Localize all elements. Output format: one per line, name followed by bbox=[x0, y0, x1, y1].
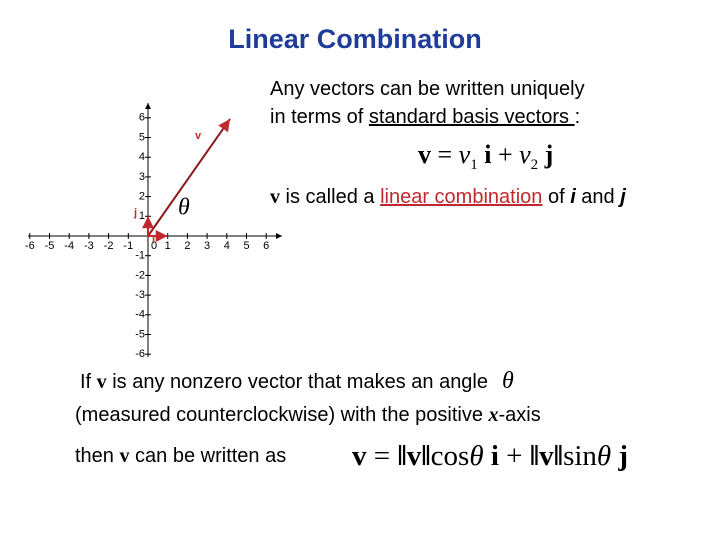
y-tick-label: -1 bbox=[135, 250, 145, 262]
text: in terms of bbox=[270, 106, 369, 128]
angle-line: If v is any nonzero vector that makes an… bbox=[80, 368, 514, 395]
y-tick-label: 1 bbox=[139, 210, 145, 222]
symbol: v bbox=[270, 186, 280, 208]
x-tick-label: -5 bbox=[45, 240, 55, 252]
symbol: sin bbox=[563, 440, 597, 472]
symbol: = bbox=[431, 140, 459, 169]
y-tick-label: 3 bbox=[139, 171, 145, 183]
text: -axis bbox=[498, 404, 541, 426]
label-v: v bbox=[195, 130, 202, 142]
symbol: v bbox=[96, 371, 107, 393]
label-theta: θ bbox=[178, 195, 190, 221]
text: If bbox=[80, 371, 97, 393]
x-tick-label: -1 bbox=[123, 240, 133, 252]
statement: v is called a linear combination of i an… bbox=[270, 186, 626, 209]
formula: v = v1 i + v2 j bbox=[418, 140, 553, 174]
symbol: j bbox=[611, 440, 629, 472]
symbol: x bbox=[488, 404, 499, 426]
y-tick-label: 4 bbox=[139, 151, 145, 163]
formula: v = ‖v‖cosθ i + ‖v‖sinθ j bbox=[352, 440, 628, 473]
text: Any vectors can be written uniquely bbox=[270, 78, 585, 100]
y-tick-label: -2 bbox=[135, 269, 145, 281]
symbol: + bbox=[498, 440, 530, 472]
text: (measured counterclockwise) with the pos… bbox=[75, 404, 489, 426]
symbol: θ bbox=[502, 368, 514, 394]
symbol: i bbox=[477, 140, 492, 169]
x-tick-label: -2 bbox=[104, 240, 114, 252]
symbol: j bbox=[538, 140, 554, 169]
x-tick-label: -6 bbox=[25, 240, 35, 252]
symbol: j bbox=[620, 186, 626, 208]
title: Linear Combination bbox=[228, 24, 482, 54]
text: is any nonzero vector that makes an angl… bbox=[106, 371, 488, 393]
symbol: v bbox=[519, 140, 531, 169]
symbol: v bbox=[352, 440, 367, 472]
label-i: i bbox=[152, 234, 155, 246]
x-tick-label: 6 bbox=[263, 240, 269, 252]
x-tick-label: 3 bbox=[204, 240, 210, 252]
y-tick-label: -5 bbox=[135, 328, 145, 340]
text: can be written as bbox=[129, 445, 287, 467]
x-tick-label: 2 bbox=[184, 240, 190, 252]
graph: -6 -5 -4 -3 -2 -1 0 1 2 3 4 5 6654321-1-2-3-4-5-6vij… bbox=[25, 103, 282, 360]
intro-line: Any vectors can be written uniquely bbox=[270, 78, 585, 101]
text: and bbox=[575, 186, 621, 208]
x-tick-label: 1 bbox=[165, 240, 171, 252]
symbol: cos bbox=[430, 440, 470, 472]
symbol: = bbox=[366, 440, 398, 472]
vector-v bbox=[147, 118, 231, 237]
symbol: v bbox=[418, 140, 431, 169]
symbol: + bbox=[491, 140, 520, 169]
symbol: i bbox=[570, 186, 576, 208]
y-tick-label: 5 bbox=[139, 131, 145, 143]
text: of bbox=[542, 186, 571, 208]
symbol: v bbox=[458, 140, 471, 169]
term: linear combination bbox=[380, 186, 543, 208]
y-tick-label: -4 bbox=[135, 309, 145, 321]
y-tick-label: -6 bbox=[135, 348, 145, 360]
x-tick-label: 5 bbox=[243, 240, 249, 252]
symbol: 2 bbox=[530, 157, 539, 174]
x-tick-label: -3 bbox=[84, 240, 94, 252]
symbol: i bbox=[483, 440, 499, 472]
text: standard basis vectors bbox=[368, 106, 575, 128]
y-tick-label: 2 bbox=[139, 191, 145, 203]
text: is called a bbox=[280, 186, 381, 208]
symbol: ‖v‖ bbox=[397, 440, 431, 472]
x-tick-label: -4 bbox=[64, 240, 74, 252]
y-tick-label: 6 bbox=[139, 112, 145, 124]
x-tick-label: 4 bbox=[224, 240, 230, 252]
then-line: then v can be written as bbox=[75, 445, 286, 468]
text: : bbox=[574, 106, 581, 128]
x-tick-label: 0 bbox=[151, 240, 157, 252]
intro-line: in terms of standard basis vectors : bbox=[270, 106, 580, 129]
symbol: θ bbox=[469, 440, 484, 472]
measured-line: (measured counterclockwise) with the pos… bbox=[75, 404, 541, 427]
symbol: θ bbox=[596, 440, 612, 472]
y-tick-label: -3 bbox=[135, 289, 145, 301]
symbol: v bbox=[119, 445, 130, 467]
text: then bbox=[75, 445, 120, 467]
label-j: j bbox=[133, 207, 137, 219]
symbol: 1 bbox=[470, 157, 478, 174]
symbol: ‖v‖ bbox=[529, 440, 564, 472]
